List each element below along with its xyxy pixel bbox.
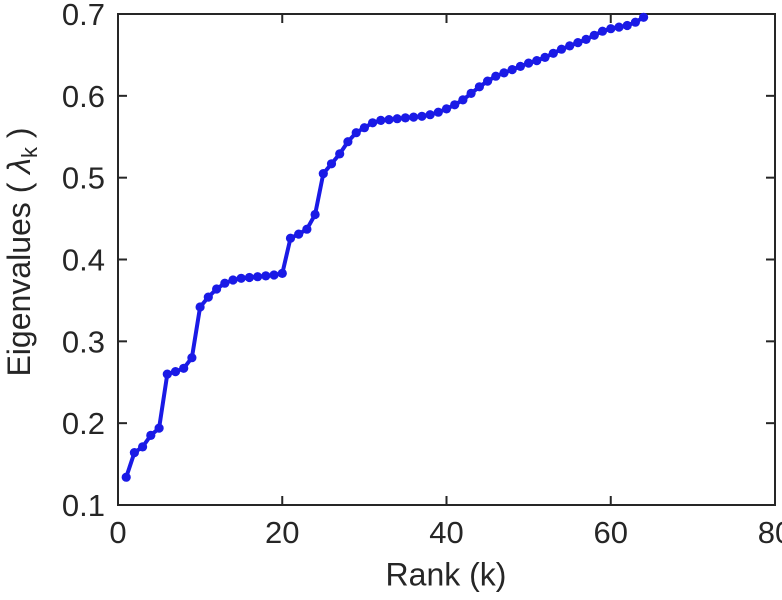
data-point-marker bbox=[573, 38, 583, 48]
x-axis-label-text: Rank (k) bbox=[385, 556, 507, 593]
data-point-marker bbox=[441, 104, 452, 114]
data-point-marker bbox=[491, 71, 501, 81]
y-axis-label-suffix: ) bbox=[1, 127, 37, 148]
x-tick-label: 60 bbox=[594, 515, 628, 550]
data-point-marker bbox=[146, 430, 156, 440]
data-point-marker bbox=[343, 137, 353, 147]
lambda-subscript: k bbox=[17, 147, 42, 159]
data-point-marker bbox=[277, 268, 287, 278]
y-tick-label: 0.4 bbox=[62, 243, 105, 278]
x-axis-label: Rank (k) bbox=[386, 557, 507, 594]
data-point-marker bbox=[483, 76, 493, 86]
data-point-marker bbox=[138, 442, 148, 452]
data-point-marker bbox=[269, 270, 279, 280]
x-tick-label: 20 bbox=[265, 515, 299, 550]
data-point-marker bbox=[450, 100, 460, 110]
data-point-marker bbox=[302, 224, 312, 234]
data-point-marker bbox=[515, 61, 526, 71]
data-point-marker bbox=[417, 111, 427, 121]
data-point-marker bbox=[524, 58, 534, 68]
data-point-marker bbox=[458, 95, 468, 105]
data-point-marker bbox=[179, 363, 189, 373]
y-tick-label: 0.3 bbox=[62, 324, 105, 359]
y-tick-label: 0.5 bbox=[62, 161, 105, 196]
data-point-marker bbox=[326, 159, 337, 169]
data-point-marker bbox=[285, 233, 296, 243]
data-point-marker bbox=[359, 123, 369, 133]
data-point-marker bbox=[121, 472, 131, 482]
data-point-marker bbox=[622, 20, 632, 31]
data-point-marker bbox=[630, 17, 641, 27]
data-point-marker bbox=[294, 229, 304, 239]
data-point-marker bbox=[310, 209, 320, 220]
data-point-marker bbox=[335, 149, 345, 159]
data-point-marker bbox=[400, 113, 410, 123]
x-tick-label: 0 bbox=[109, 515, 126, 550]
data-point-marker bbox=[384, 115, 394, 125]
data-point-marker bbox=[639, 12, 649, 22]
y-tick-label: 0.7 bbox=[62, 0, 105, 32]
data-point-marker bbox=[589, 30, 599, 40]
y-tick-label: 0.2 bbox=[62, 406, 105, 441]
data-point-marker bbox=[376, 115, 386, 125]
data-point-marker bbox=[318, 169, 328, 179]
data-point-marker bbox=[565, 41, 575, 51]
data-point-marker bbox=[195, 302, 205, 312]
data-point-marker bbox=[556, 44, 567, 54]
plot-border bbox=[117, 13, 776, 506]
y-tick-label: 0.1 bbox=[62, 488, 105, 523]
data-point-marker bbox=[433, 107, 443, 117]
y-axis-label: Eigenvalues ( λk ) bbox=[1, 127, 43, 376]
lambda-symbol: λ bbox=[1, 158, 37, 174]
data-point-marker bbox=[540, 52, 550, 63]
data-point-marker bbox=[368, 118, 378, 128]
data-point-marker bbox=[466, 88, 476, 98]
data-point-marker bbox=[129, 448, 139, 458]
data-point-marker bbox=[154, 423, 164, 433]
data-point-marker bbox=[425, 110, 435, 120]
data-point-marker bbox=[351, 128, 361, 138]
data-point-marker bbox=[499, 68, 509, 78]
y-axis-label-prefix: Eigenvalues ( bbox=[1, 173, 37, 377]
data-point-marker bbox=[203, 292, 213, 302]
y-tick-label: 0.6 bbox=[62, 79, 105, 114]
data-point-marker bbox=[162, 369, 172, 379]
data-point-marker bbox=[220, 278, 230, 288]
data-point-marker bbox=[532, 56, 542, 66]
x-tick-label: 40 bbox=[429, 515, 463, 550]
eigenvalue-curve bbox=[124, 15, 646, 480]
data-point-marker bbox=[614, 22, 624, 32]
data-point-marker bbox=[581, 34, 591, 45]
data-point-marker bbox=[474, 82, 484, 92]
data-point-marker bbox=[606, 24, 616, 34]
data-point-marker bbox=[187, 353, 197, 363]
data-point-marker bbox=[507, 65, 517, 75]
data-point-marker bbox=[597, 26, 608, 36]
data-point-marker bbox=[548, 48, 558, 58]
data-point-marker bbox=[392, 114, 402, 124]
data-point-marker bbox=[409, 112, 419, 122]
data-point-marker bbox=[212, 284, 222, 294]
data-point-marker bbox=[170, 367, 181, 377]
data-point-marker bbox=[236, 273, 246, 283]
data-point-marker bbox=[228, 275, 238, 285]
data-point-marker bbox=[261, 271, 271, 281]
x-tick-label: 80 bbox=[758, 515, 782, 550]
data-point-marker bbox=[253, 272, 263, 282]
data-point-marker bbox=[244, 272, 254, 283]
